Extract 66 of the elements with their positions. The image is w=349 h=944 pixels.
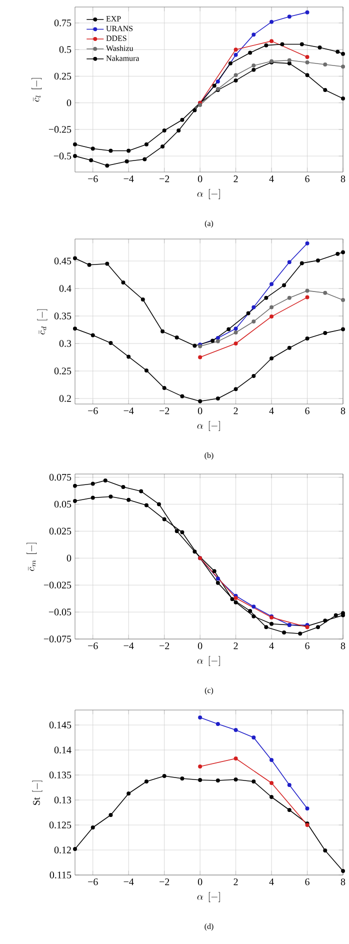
y-tick-label: −0.075 <box>44 636 72 642</box>
x-tick-label: −6 <box>88 176 98 182</box>
x-tick-label: 2 <box>234 878 238 886</box>
x-tick-label: −6 <box>88 408 98 414</box>
y-tick-label: 0 <box>66 554 72 562</box>
x-tick-label: 6 <box>305 878 310 886</box>
y-tick-label: 0.145 <box>49 722 72 728</box>
x-tick-label: 0 <box>198 878 202 886</box>
y-tick-label: 0.35 <box>54 312 72 320</box>
x-tick-label: −4 <box>124 642 134 650</box>
x-tick-label: 2 <box>234 176 238 182</box>
y-tick-label: 0.5 <box>59 46 72 53</box>
x-tick-label: −4 <box>124 176 134 182</box>
y-tick-label: 0.4 <box>59 285 72 292</box>
x-tick-label: −4 <box>124 878 134 886</box>
y-tick-label: −0.05 <box>48 608 72 616</box>
x-tick-label: −2 <box>160 642 170 650</box>
y-tick-label: 0.25 <box>54 72 72 80</box>
y-tick-label: 0.13 <box>54 796 72 804</box>
x-axis-title: $\alpha\;\,[-]$ <box>197 656 220 666</box>
x-tick-label: 0 <box>198 408 202 414</box>
y-tick-label: 0.025 <box>49 528 72 535</box>
x-tick-label: 6 <box>305 642 310 650</box>
y-tick-label: 0.135 <box>49 772 72 778</box>
x-tick-label: 0 <box>198 642 202 650</box>
x-tick-label: 2 <box>234 642 238 650</box>
x-tick-label: 6 <box>305 408 310 414</box>
x-tick-label: 6 <box>305 176 310 182</box>
y-tick-label: 0 <box>66 99 72 106</box>
y-tick-label: 0.05 <box>54 500 72 508</box>
y-tick-label: −0.5 <box>54 152 72 160</box>
x-axis-title: $\alpha\;\,[-]$ <box>197 421 220 432</box>
x-tick-label: 4 <box>269 878 274 886</box>
y-tick-label: −0.025 <box>44 582 72 588</box>
y-axis-title: $\bar{c}_{d}\;\,[-]$ <box>37 309 48 334</box>
y-tick-label: 0.12 <box>54 846 71 854</box>
y-axis-title: $\bar{c}_{m}\;\,[-]$ <box>26 542 37 571</box>
y-tick-label: 0.075 <box>49 474 72 481</box>
y-tick-label: 0.2 <box>59 395 71 402</box>
x-tick-label: −2 <box>160 176 170 182</box>
y-tick-label: 0.3 <box>59 340 72 347</box>
y-tick-label: −0.25 <box>48 126 72 133</box>
y-tick-label: 0.14 <box>54 746 72 754</box>
x-tick-label: 2 <box>234 408 238 414</box>
x-tick-label: 4 <box>269 408 274 414</box>
x-tick-label: −6 <box>88 878 98 886</box>
x-tick-label: −2 <box>160 878 170 886</box>
x-tick-label: 8 <box>340 642 346 650</box>
x-tick-label: 0 <box>198 176 202 182</box>
y-tick-label: 0.45 <box>54 258 72 264</box>
y-tick-label: 0.115 <box>50 872 72 878</box>
x-axis-title: $\alpha\;\,[-]$ <box>197 892 220 902</box>
x-tick-label: 8 <box>340 878 346 886</box>
x-tick-label: −2 <box>160 408 170 414</box>
x-tick-label: −4 <box>124 408 134 414</box>
y-axis-title: $\bar{c}_{l}\;\,[-]$ <box>32 78 42 102</box>
x-tick-label: 8 <box>340 176 346 182</box>
y-axis-title: $\mathrm{St}\;\,[-]$ <box>32 780 42 805</box>
x-tick-label: 8 <box>340 408 346 414</box>
x-tick-label: −6 <box>88 642 98 650</box>
y-tick-label: 0.125 <box>49 822 72 828</box>
x-axis-title: $\alpha\;\,[-]$ <box>197 189 220 200</box>
y-tick-label: 0.75 <box>54 20 72 26</box>
x-tick-label: 4 <box>269 642 274 650</box>
y-tick-label: 0.25 <box>54 368 72 374</box>
x-tick-label: 4 <box>269 176 274 182</box>
